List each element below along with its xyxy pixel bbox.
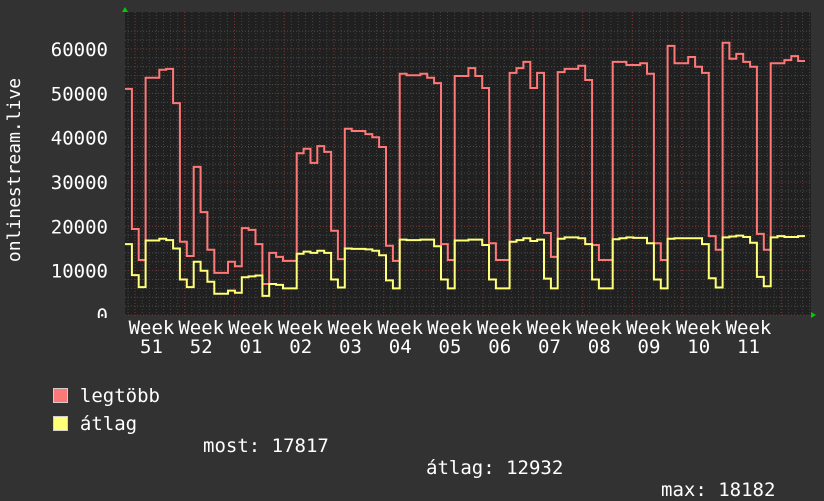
legend-swatch-max [52, 388, 68, 403]
series-lines [125, 41, 805, 297]
stat-current: most: 17817 [203, 435, 329, 457]
y-tick-label: 60000 [51, 39, 108, 61]
x-axis-arrow-icon [811, 312, 816, 318]
y-tick-label: 40000 [51, 128, 108, 150]
legend-label-max: legtöbb [79, 385, 160, 407]
x-tick-label: Week 06 [476, 317, 523, 358]
plot-area [125, 12, 811, 315]
x-tick-label: Week 51 [128, 317, 175, 358]
legend-label-avg: átlag [79, 413, 138, 435]
x-tick-label: Week 07 [526, 317, 573, 358]
x-tick-label: Week 01 [228, 317, 274, 358]
chart: 0 10000 20000 30000 40000 50000 60000 onlinest… [4, 7, 816, 318]
y-tick-label: 20000 [51, 216, 108, 238]
x-tick-label: Week 10 [675, 317, 722, 358]
stat-max: max: 18182 [661, 479, 776, 501]
y-tick-label: 50000 [51, 83, 108, 105]
y-axis-ticks: 0 10000 20000 30000 40000 50000 60000 [51, 39, 108, 318]
x-tick-label: Week 52 [178, 317, 225, 358]
y-tick-label: 30000 [51, 172, 108, 194]
grid [125, 12, 811, 318]
legend-swatch-avg [52, 416, 68, 431]
x-tick-label: Week 04 [377, 317, 424, 358]
x-tick-label: Week 09 [626, 317, 672, 358]
legend-item-avg: átlag most: 17817 átlag: 12932 max: 1818… [30, 391, 820, 501]
stat-average: átlag: 12932 [426, 457, 564, 479]
series-line-max [125, 41, 805, 285]
y-tick-label: 0 [97, 305, 108, 318]
y-tick-label: 10000 [51, 261, 108, 283]
x-axis-ticks: Week 51 Week 52 Week 01 Week 02 Week 03 Week … [0, 319, 824, 359]
x-tick-label: Week 02 [277, 317, 324, 358]
x-tick-label: Week 03 [327, 317, 374, 358]
series-line-avg [125, 234, 805, 297]
x-tick-label: Week 05 [427, 317, 473, 358]
legend-item-max: legtöbb [30, 363, 160, 407]
x-tick-label: Week 11 [725, 317, 772, 358]
y-axis-label: onlinestream.live [4, 78, 25, 262]
y-axis-arrow-icon [122, 7, 128, 12]
x-tick-label: Week 08 [576, 317, 623, 358]
